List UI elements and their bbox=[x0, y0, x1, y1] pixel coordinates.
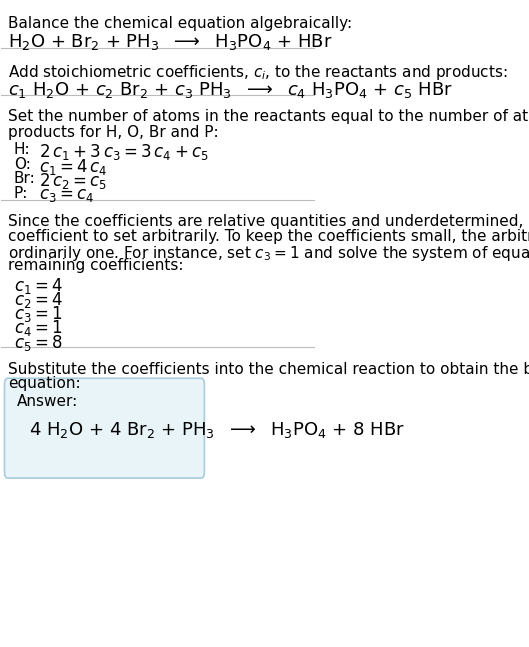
Text: products for H, O, Br and P:: products for H, O, Br and P: bbox=[7, 125, 218, 140]
FancyBboxPatch shape bbox=[5, 378, 204, 478]
Text: $c_4 = 1$: $c_4 = 1$ bbox=[14, 318, 62, 338]
Text: Balance the chemical equation algebraically:: Balance the chemical equation algebraica… bbox=[7, 16, 352, 30]
Text: H$_2$O + Br$_2$ + PH$_3$  $\longrightarrow$  H$_3$PO$_4$ + HBr: H$_2$O + Br$_2$ + PH$_3$ $\longrightarro… bbox=[7, 32, 332, 52]
Text: Since the coefficients are relative quantities and underdetermined, choose a: Since the coefficients are relative quan… bbox=[7, 214, 529, 229]
Text: $c_5 = 8$: $c_5 = 8$ bbox=[14, 333, 62, 353]
Text: equation:: equation: bbox=[7, 377, 80, 391]
Text: Br:: Br: bbox=[14, 171, 35, 186]
Text: $2\,c_2 = c_5$: $2\,c_2 = c_5$ bbox=[39, 171, 107, 192]
Text: Substitute the coefficients into the chemical reaction to obtain the balanced: Substitute the coefficients into the che… bbox=[7, 362, 529, 377]
Text: Answer:: Answer: bbox=[17, 395, 78, 410]
Text: $c_1$ H$_2$O + $c_2$ Br$_2$ + $c_3$ PH$_3$  $\longrightarrow$  $c_4$ H$_3$PO$_4$: $c_1$ H$_2$O + $c_2$ Br$_2$ + $c_3$ PH$_… bbox=[7, 80, 453, 100]
Text: Add stoichiometric coefficients, $c_i$, to the reactants and products:: Add stoichiometric coefficients, $c_i$, … bbox=[7, 63, 507, 82]
Text: $2\,c_1 + 3\,c_3 = 3\,c_4 + c_5$: $2\,c_1 + 3\,c_3 = 3\,c_4 + c_5$ bbox=[39, 142, 208, 162]
Text: Set the number of atoms in the reactants equal to the number of atoms in the: Set the number of atoms in the reactants… bbox=[7, 109, 529, 124]
Text: H:: H: bbox=[14, 142, 31, 157]
Text: coefficient to set arbitrarily. To keep the coefficients small, the arbitrary va: coefficient to set arbitrarily. To keep … bbox=[7, 229, 529, 244]
Text: 4 H$_2$O + 4 Br$_2$ + PH$_3$  $\longrightarrow$  H$_3$PO$_4$ + 8 HBr: 4 H$_2$O + 4 Br$_2$ + PH$_3$ $\longright… bbox=[30, 420, 405, 440]
Text: $c_3 = c_4$: $c_3 = c_4$ bbox=[39, 186, 94, 204]
Text: ordinarily one. For instance, set $c_3 = 1$ and solve the system of equations fo: ordinarily one. For instance, set $c_3 =… bbox=[7, 244, 529, 263]
Text: remaining coefficients:: remaining coefficients: bbox=[7, 258, 183, 274]
Text: $c_2 = 4$: $c_2 = 4$ bbox=[14, 290, 63, 310]
Text: P:: P: bbox=[14, 186, 28, 201]
Text: $c_3 = 1$: $c_3 = 1$ bbox=[14, 304, 62, 324]
Text: $c_1 = 4$: $c_1 = 4$ bbox=[14, 276, 63, 296]
Text: O:: O: bbox=[14, 157, 31, 171]
Text: $c_1 = 4\,c_4$: $c_1 = 4\,c_4$ bbox=[39, 157, 107, 177]
